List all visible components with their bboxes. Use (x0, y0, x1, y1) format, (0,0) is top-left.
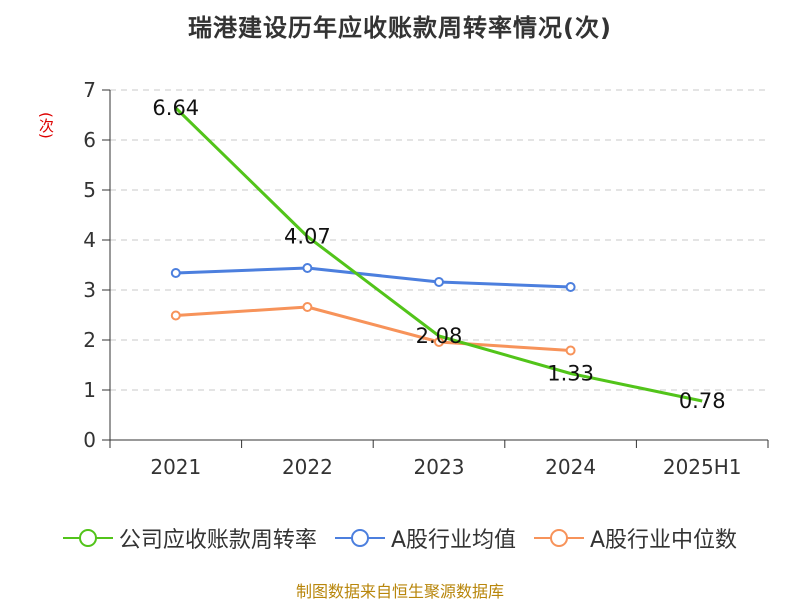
y-tick-label: 0 (83, 428, 96, 452)
series-point-2 (565, 345, 576, 356)
data-label: 2.08 (416, 324, 463, 348)
series-line-1 (175, 266, 571, 289)
x-tick-label: 2024 (545, 455, 596, 479)
y-tick-label: 5 (83, 178, 96, 202)
legend-marker-company (62, 529, 113, 547)
series-point-1 (565, 282, 576, 292)
data-label: 4.07 (284, 225, 331, 249)
legend: 公司应收账款周转率 A股行业均值 A股行业中位数 (0, 518, 800, 558)
legend-label-industry-median: A股行业中位数 (590, 528, 738, 553)
x-tick-label: 2022 (282, 455, 333, 479)
legend-item-industry-median[interactable]: A股行业中位数 (534, 522, 737, 554)
series-line-2 (175, 305, 571, 352)
data-source-note: 制图数据来自恒生聚源数据库 (295, 582, 504, 601)
legend-label-industry-mean: A股行业均值 (390, 528, 516, 553)
data-label: 1.33 (547, 362, 594, 386)
x-tick-label: 2021 (150, 455, 201, 479)
y-tick-label: 3 (83, 278, 96, 302)
data-label: 0.78 (679, 389, 726, 413)
chart-title: 瑞港建设历年应收账款周转率情况(次) (188, 14, 612, 42)
legend-item-industry-mean[interactable]: A股行业均值 (334, 522, 516, 554)
x-tick-label: 2023 (414, 455, 465, 479)
legend-marker-industry-median (534, 529, 584, 547)
y-tick-label: 2 (83, 328, 96, 352)
legend-label-company: 公司应收账款周转率 (118, 528, 317, 553)
y-axis-label: (次) (37, 112, 55, 139)
series-point-1 (302, 263, 313, 273)
series-point-2 (170, 310, 181, 321)
line-chart: 0 1 2 3 4 5 6 7 2021 2022 2023 2024 2025H1 6.64 4.07 2.… (83, 78, 769, 479)
legend-item-company[interactable]: 公司应收账款周转率 (62, 522, 317, 554)
y-tick-label: 1 (83, 378, 96, 402)
series-point-1 (434, 277, 444, 287)
series-point-2 (302, 302, 313, 312)
y-tick-label: 4 (83, 228, 96, 252)
legend-marker-industry-mean (334, 529, 385, 547)
y-tick-label: 7 (83, 78, 96, 102)
x-tick-label: 2025H1 (663, 455, 742, 479)
y-tick-label: 6 (83, 128, 96, 152)
series-line-0 (174, 106, 703, 403)
data-label: 6.64 (152, 96, 199, 120)
series-point-2 (434, 337, 444, 347)
series-point-1 (170, 268, 181, 278)
